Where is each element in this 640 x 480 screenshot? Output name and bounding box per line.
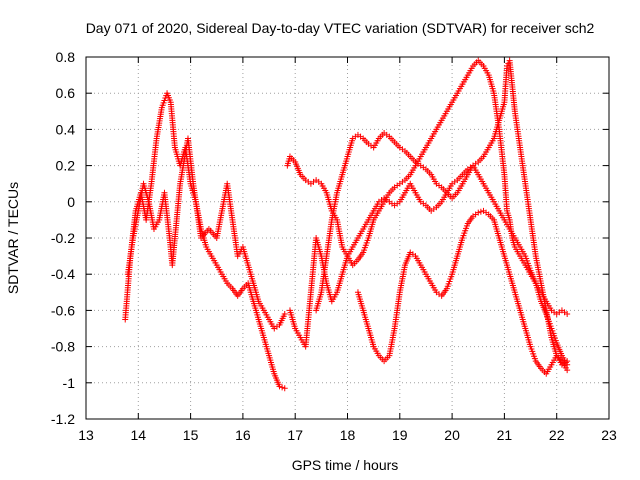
y-tick-label: 0.4: [56, 121, 76, 137]
x-tick-label: 18: [340, 427, 356, 443]
series-track-f: [354, 207, 571, 377]
data-point: [276, 383, 283, 390]
y-tick-label: -0.6: [51, 302, 75, 318]
y-tick-label: -0.4: [51, 266, 75, 282]
x-tick-label: 21: [497, 427, 513, 443]
y-tick-label: -1.2: [51, 411, 75, 427]
y-tick-label: 0: [67, 194, 75, 210]
y-tick-label: -1: [63, 375, 76, 391]
y-tick-label: 0.2: [56, 158, 76, 174]
data-point: [564, 361, 571, 368]
series-track-c: [284, 57, 571, 318]
x-tick-label: 14: [131, 427, 147, 443]
y-tick-label: 0.8: [56, 49, 76, 65]
x-tick-label: 16: [235, 427, 251, 443]
x-tick-label: 23: [601, 427, 617, 443]
data-point: [564, 367, 571, 374]
chart-title: Day 071 of 2020, Sidereal Day-to-day VTE…: [86, 20, 595, 36]
x-tick-label: 15: [183, 427, 199, 443]
series-track-e: [286, 162, 571, 368]
y-tick-label: 0.6: [56, 85, 76, 101]
data-point: [279, 384, 286, 391]
x-tick-label: 13: [78, 427, 94, 443]
data-point: [281, 311, 288, 318]
y-axis-label: SDTVAR / TECUs: [5, 182, 21, 294]
x-tick-label: 22: [549, 427, 565, 443]
series-track-a: [122, 90, 288, 392]
data-point: [475, 209, 482, 216]
x-tick-label: 19: [392, 427, 408, 443]
data-point: [504, 63, 511, 70]
data-point: [281, 385, 288, 392]
grid-lines: [86, 57, 609, 419]
y-tick-label: -0.8: [51, 339, 75, 355]
data-point: [564, 311, 571, 318]
data-points: [122, 57, 571, 392]
data-point: [477, 208, 484, 215]
series-track-b: [124, 135, 288, 332]
x-tick-label: 17: [287, 427, 303, 443]
series-track-d: [313, 57, 571, 368]
x-axis-label: GPS time / hours: [292, 457, 399, 473]
x-tick-label: 20: [444, 427, 460, 443]
axis-ticks: 13 14 15 16 17 18 19 20 21 22 23 -1.2 -1 -0.8 -0.6 -0.4…: [51, 49, 617, 443]
y-tick-label: -0.2: [51, 230, 75, 246]
